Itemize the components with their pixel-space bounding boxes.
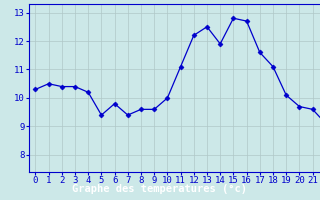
Text: Graphe des températures (°c): Graphe des températures (°c): [73, 183, 247, 194]
